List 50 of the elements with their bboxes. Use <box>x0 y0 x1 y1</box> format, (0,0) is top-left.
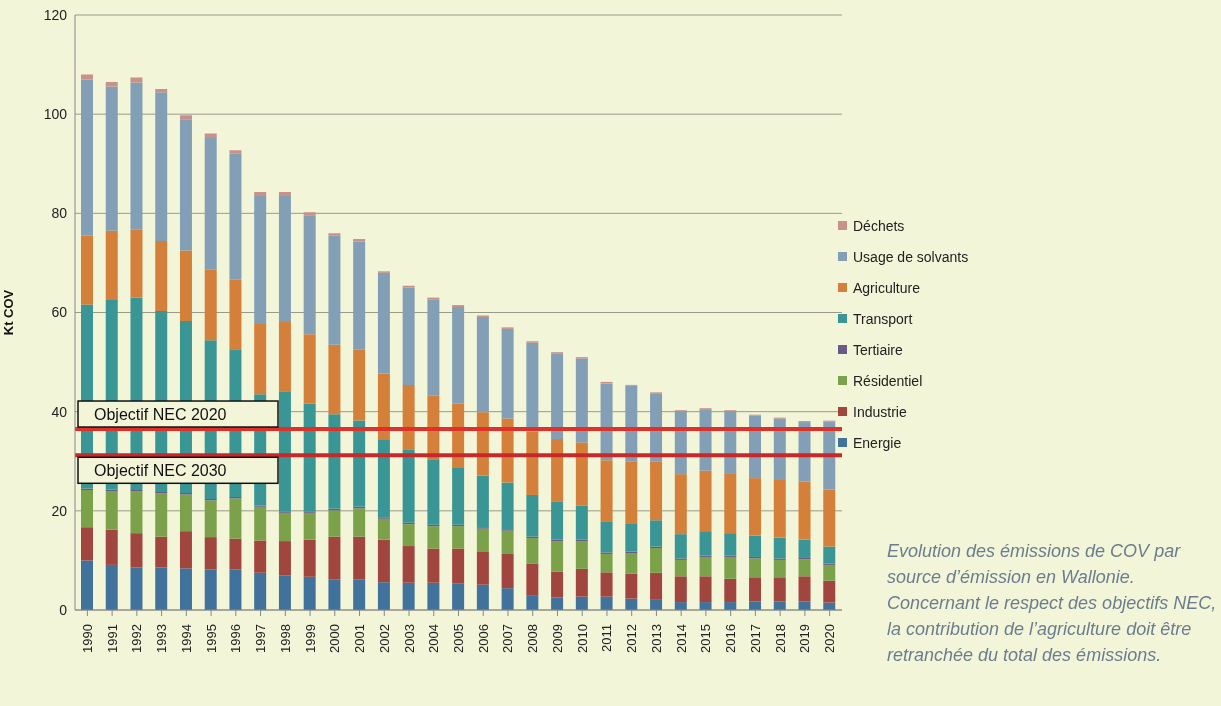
x-tick-label: 1990 <box>79 624 95 653</box>
x-tick-label: 2003 <box>401 624 417 653</box>
x-tick-label: 1996 <box>228 624 244 653</box>
y-tick-label: 0 <box>59 601 68 618</box>
x-tick-label: 2005 <box>451 624 466 653</box>
x-tick-label: 1991 <box>104 624 120 653</box>
x-tick-label: 2011 <box>599 624 615 652</box>
legend-label: Energie <box>853 434 902 451</box>
x-tick-label: 1998 <box>277 624 293 653</box>
x-tick-label: 2004 <box>426 624 442 653</box>
y-tick-label: 40 <box>51 403 68 420</box>
x-tick-label: 2019 <box>797 624 813 653</box>
y-tick-label: 100 <box>43 106 68 123</box>
x-tick-label: 2000 <box>327 624 343 653</box>
x-tick-label: 2001 <box>352 624 368 653</box>
x-tick-label: 2012 <box>624 624 640 653</box>
legend-label: Agriculture <box>853 279 920 296</box>
x-tick-label: 1995 <box>203 624 219 653</box>
legend-label: Industrie <box>853 403 907 420</box>
legend-label: Déchets <box>853 217 905 234</box>
y-tick-label: 80 <box>51 205 68 222</box>
x-tick-label: 1997 <box>253 624 269 653</box>
legend-label: Transport <box>853 310 913 327</box>
x-tick-label: 2014 <box>673 624 689 653</box>
text: Evolution des émissions de COV par source d’émission en Wallonie. Concernant le respect des objectifs NEC, la contribution de l’agriculture doit être retranchée du total des émissions. <box>887 540 1218 667</box>
ref-line-label: Objectif NEC 2020 <box>94 405 227 423</box>
y-tick-label: 120 <box>43 6 68 23</box>
x-tick-label: 2009 <box>549 624 565 653</box>
x-tick-label: 2020 <box>822 624 838 653</box>
x-tick-label: 2018 <box>772 624 788 653</box>
x-tick-label: 2008 <box>525 624 541 653</box>
y-tick-label: 60 <box>51 304 68 321</box>
legend-label: Tertiaire <box>853 341 903 358</box>
x-tick-label: 1999 <box>302 624 318 653</box>
x-tick-label: 1994 <box>178 624 194 653</box>
legend-label: Usage de solvants <box>853 248 969 265</box>
x-tick-label: 2010 <box>574 624 590 653</box>
x-tick-label: 2006 <box>475 624 491 653</box>
ref-line-label: Objectif NEC 2030 <box>94 461 227 479</box>
x-tick-label: 1992 <box>129 624 145 653</box>
y-axis-title: Kt COV <box>0 289 16 336</box>
x-tick-label: 2017 <box>747 624 763 653</box>
y-tick-label: 20 <box>51 502 68 519</box>
x-tick-label: 2015 <box>698 624 714 653</box>
x-tick-label: 2016 <box>723 624 739 653</box>
legend-label: Résidentiel <box>853 372 923 389</box>
x-tick-label: 2007 <box>500 624 516 653</box>
x-tick-label: 2013 <box>648 624 664 653</box>
x-tick-label: 2002 <box>376 624 392 653</box>
x-tick-label: 1993 <box>154 624 170 653</box>
